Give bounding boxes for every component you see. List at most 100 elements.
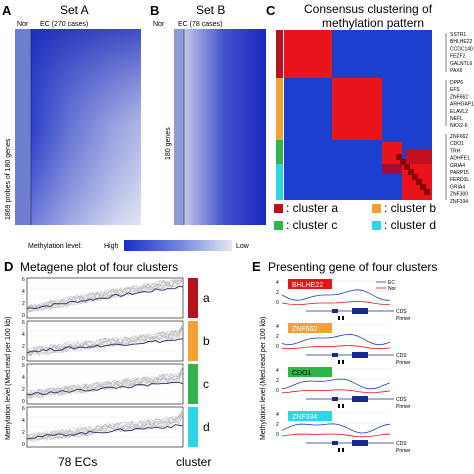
metagene-ytick: 2: [22, 430, 25, 436]
metagene-sample-line: [26, 279, 184, 311]
metagene-sample-line: [26, 279, 184, 313]
metagene-sample-line: [26, 324, 184, 355]
track-primer-label: Primer: [396, 404, 411, 410]
metagene-ytick: 4: [22, 375, 25, 381]
gene-label: CDO1: [450, 141, 464, 147]
panel-c-consensus-matrix: [276, 30, 432, 200]
cluster-legend: : cluster a: cluster b: cluster c: clust…: [274, 201, 436, 232]
track-gene-tag: [288, 279, 332, 289]
panel-a-col-nor: Nor: [17, 21, 29, 28]
track-ytick: 2: [276, 422, 279, 428]
panel-b-heatmap: [174, 29, 266, 225]
metagene-ytick: 6: [22, 406, 25, 412]
cluster-legend-label: : cluster c: [286, 218, 337, 232]
metagene-mean-line: [26, 381, 184, 396]
metagene-ytick: 6: [22, 277, 25, 283]
panel-e-letter: E: [252, 259, 261, 274]
track-ytick: 2: [276, 334, 279, 340]
track-legend-nor: Nor: [388, 286, 396, 292]
track-primer-label: Primer: [396, 316, 411, 322]
track-cds-exon: [332, 309, 338, 313]
gene-label: FEZF2: [450, 54, 465, 60]
panel-b-col-ec: EC (78 cases): [178, 21, 222, 28]
track-gene-tag: [288, 411, 332, 421]
track-cds-exon: [352, 440, 368, 446]
track-primer-mark: [342, 404, 344, 408]
consensus-block-c: [382, 142, 402, 164]
metagene-ytick: 0: [22, 356, 25, 362]
methylation-legend-colorbar: [124, 240, 232, 251]
consensus-diagonal-cell: [416, 179, 422, 185]
panel-d-title: Metagene plot of four clusters: [20, 260, 178, 274]
consensus-diagonal-cell: [420, 184, 426, 190]
methylation-legend-high: High: [104, 243, 119, 250]
gene-label: NKX2-6: [450, 123, 468, 129]
panel-d-ylabel: Methylation level (Med.read per 100 kb): [5, 317, 12, 440]
metagene-sample-line: [26, 414, 184, 441]
cluster-legend-swatch: [274, 221, 283, 230]
metagene-sample-line: [26, 409, 184, 441]
gene-label: ZNF662: [450, 134, 468, 140]
track-ec-line: [281, 333, 391, 346]
track-gene-name: ZNF334: [292, 414, 317, 421]
panel-a-col-ec: EC (270 cases): [40, 21, 88, 28]
gene-label: DPP6: [450, 80, 463, 86]
metagene-sample-line: [26, 365, 184, 400]
metagene-ytick: 4: [22, 289, 25, 295]
consensus-diagonal-cell: [424, 189, 430, 195]
gene-label: ZNF662: [450, 94, 468, 100]
metagene-sample-line: [26, 327, 184, 357]
panel-a-title: Set A: [60, 3, 89, 17]
metagene-cluster-label: d: [203, 420, 210, 434]
track-primer-mark: [338, 404, 340, 408]
panel-a-heatmap: [15, 29, 141, 225]
gene-label: ADHFE1: [450, 156, 470, 162]
track-nor-line: [281, 389, 391, 394]
metagene-ytick: 0: [22, 442, 25, 448]
metagene-ytick: 2: [22, 344, 25, 350]
panel-e-title: Presenting gene of four clusters: [268, 260, 437, 274]
consensus-cluster-bar-2: [276, 78, 283, 140]
gene-label: BHLHE22: [450, 39, 472, 45]
gene-label: GALNTL6: [450, 61, 472, 67]
track-ytick: 4: [276, 412, 279, 418]
cluster-legend-swatch: [372, 204, 381, 213]
gene-label: TRH: [450, 148, 461, 154]
track-primer-mark: [342, 360, 344, 364]
panel-b-col-nor: Nor: [153, 21, 165, 28]
metagene-sample-line: [26, 365, 184, 399]
gene-label: EFS: [450, 87, 460, 93]
metagene-ytick: 6: [22, 363, 25, 369]
gene-label: ARHGAP15: [450, 102, 474, 108]
metagene-ytick: 0: [22, 399, 25, 405]
metagene-ytick: 0: [22, 313, 25, 319]
track-ytick: 0: [276, 300, 279, 306]
gene-label: CCDC140: [450, 46, 473, 52]
consensus-cluster-bar-1: [276, 30, 283, 78]
consensus-diagonal-cell: [396, 154, 402, 160]
track-nor-line: [281, 433, 391, 438]
track-cds-label: CDS: [396, 309, 407, 315]
track-primer-mark: [342, 316, 344, 320]
gene-label: GRIA4: [450, 184, 465, 190]
gene-label: SSTR1: [450, 32, 466, 38]
panel-b-letter: B: [150, 3, 159, 18]
track-ec-line: [281, 423, 391, 434]
gene-label: NEFL: [450, 116, 463, 122]
metagene-ytick: 6: [22, 320, 25, 326]
track-primer-label: Primer: [396, 360, 411, 366]
track-ytick: 4: [276, 280, 279, 286]
gene-label: ZNF334: [450, 199, 468, 205]
cluster-legend-label: : cluster b: [384, 201, 436, 215]
track-gene-name: ZNF662: [292, 326, 317, 333]
consensus-diagonal-cell: [408, 169, 414, 175]
track-ytick: 4: [276, 368, 279, 374]
metagene-sample-line: [26, 279, 184, 314]
track-cds-exon: [332, 441, 338, 445]
consensus-cluster-bar-3: [276, 140, 283, 164]
track-ytick: 0: [276, 388, 279, 394]
panel-c-title-line2: methylation pattern: [322, 16, 424, 30]
track-primer-mark: [342, 448, 344, 452]
track-cds-label: CDS: [396, 397, 407, 403]
